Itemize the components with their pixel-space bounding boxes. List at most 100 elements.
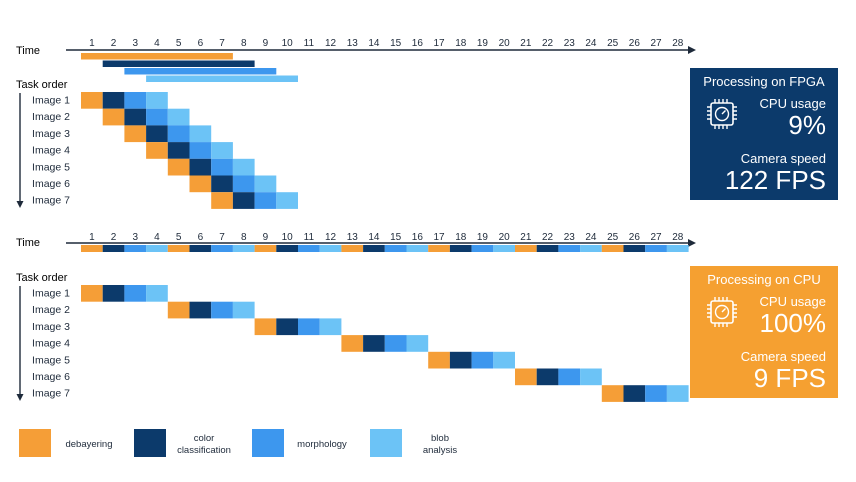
fpga-panel-title: Processing on FPGA [703,74,825,89]
cpu-tick-label: 20 [499,232,511,243]
fpga-tick-label: 28 [672,38,684,49]
fpga-tick-label: 2 [111,38,117,49]
cpu-task-block-blob-analysis [666,385,689,402]
fpga-tick-label: 4 [154,38,160,49]
legend-swatch-blob-analysis [370,429,402,457]
cpu-task-block-debayering [428,351,450,369]
cpu-tick-label: 10 [282,232,294,243]
cpu-tick-label: 13 [347,232,359,243]
cpu-tick-label: 6 [198,232,204,243]
fpga-tick-label: 13 [347,38,359,49]
cpu-time-bar-segment [254,245,277,252]
cpu-tick-label: 26 [629,232,641,243]
fpga-image-label: Image 6 [32,178,70,190]
fpga-tick-label: 14 [368,38,380,49]
cpu-image-label: Image 3 [32,321,70,333]
cpu-camera-speed-value: 9 FPS [753,363,826,393]
cpu-tick-label: 17 [433,232,445,243]
fpga-task-block-morphology [189,142,212,159]
cpu-tick-label: 1 [89,232,95,243]
legend-label-morphology: morphology [297,439,347,450]
cpu-tick-label: 18 [455,232,467,243]
fpga-camera-speed-label: Camera speed [740,151,826,166]
cpu-task-block-blob-analysis [580,368,602,386]
fpga-time-axis-arrowhead [688,46,696,54]
fpga-task-block-blob-analysis [254,175,277,193]
fpga-task-block-color-classification [146,125,168,143]
fpga-task-block-blob-analysis [189,125,212,143]
cpu-tick-label: 7 [219,232,225,243]
cpu-stats-panel: Processing on CPU CPU usage 100% Camera … [690,266,838,398]
cpu-task-block-morphology [471,351,494,369]
fpga-tick-label: 11 [304,38,315,49]
cpu-tick-label: 11 [304,232,315,243]
fpga-cpu-usage-value: 9% [788,110,826,140]
cpu-section: Time 1 2 3 4 5 6 7 8 9 10 11 12 13 14 15 16 17 18 19 20 21 22… [16,232,696,402]
cpu-image-label: Image 1 [32,288,70,300]
cpu-time-bar-segment [189,245,212,252]
fpga-tick-label: 9 [263,38,269,49]
cpu-task-block-debayering [515,368,537,386]
fpga-tick-label: 25 [607,38,619,49]
cpu-tick-label: 12 [325,232,337,243]
fpga-task-block-blob-analysis [276,192,298,209]
cpu-task-block-blob-analysis [406,335,429,352]
cpu-task-block-blob-analysis [319,318,342,336]
fpga-tick-label: 18 [455,38,467,49]
fpga-tick-label: 17 [433,38,445,49]
fpga-task-block-debayering [124,125,147,143]
fpga-tick-label: 19 [477,38,489,49]
cpu-task-block-blob-analysis [493,351,515,369]
fpga-task-block-blob-analysis [211,142,233,159]
cpu-task-block-morphology [211,301,233,319]
fpga-time-bar-color-classification [102,60,255,67]
fpga-task-block-debayering [146,142,168,159]
cpu-image-label: Image 7 [32,388,70,400]
cpu-tick-label: 3 [132,232,138,243]
cpu-tick-label: 19 [477,232,489,243]
cpu-image-label: Image 5 [32,354,70,366]
cpu-task-block-color-classification [276,318,298,336]
cpu-time-bar-segment [298,245,320,252]
processor-chip-icon [707,99,737,129]
cpu-image-label: Image 2 [32,304,70,316]
cpu-time-bar-segment [428,245,450,252]
fpga-image-label: Image 3 [32,128,70,140]
cpu-task-block-morphology [298,318,320,336]
fpga-stats-panel: Processing on FPGA CPU usage 9% Camera s… [690,68,838,200]
fpga-task-block-color-classification [232,192,255,209]
fpga-time-bar-morphology [124,68,277,75]
fpga-image-label: Image 4 [32,145,70,157]
cpu-tick-label: 28 [672,232,684,243]
fpga-task-block-debayering [167,158,190,176]
cpu-image-label: Image 4 [32,338,70,350]
cpu-time-bar-segment [167,245,190,252]
fpga-task-block-blob-analysis [232,158,255,176]
fpga-task-block-debayering [81,92,103,109]
cpu-tick-label: 4 [154,232,160,243]
fpga-task-block-color-classification [102,92,125,109]
cpu-time-axis-arrowhead [688,239,696,247]
fpga-tick-label: 26 [629,38,641,49]
fpga-tick-labels: 1 2 3 4 5 6 7 8 9 10 11 12 13 14 15 16 17 18 19 20 21 22 23 24 2… [89,38,684,49]
cpu-tick-label: 27 [650,232,662,243]
legend-swatch-color-classification [134,429,166,457]
cpu-time-bar-segment [276,245,298,252]
cpu-task-block-debayering [341,335,364,352]
fpga-tick-label: 15 [390,38,402,49]
cpu-time-bar-segment [102,245,125,252]
fpga-tick-label: 22 [542,38,554,49]
cpu-time-label: Time [16,237,40,249]
cpu-time-bar-segment [232,245,255,252]
cpu-time-bar-segment [580,245,602,252]
fpga-task-block-color-classification [167,142,190,159]
fpga-task-axis-arrowhead [16,201,24,208]
legend-label-debayering: debayering [65,439,112,450]
fpga-task-block-morphology [232,175,255,193]
legend-swatch-morphology [252,429,284,457]
cpu-time-bar-segment [623,245,646,252]
legend-label-color-classification: color classification [177,433,231,456]
cpu-time-bar-segment [211,245,233,252]
fpga-task-block-morphology [146,108,168,126]
fpga-task-block-color-classification [189,158,212,176]
